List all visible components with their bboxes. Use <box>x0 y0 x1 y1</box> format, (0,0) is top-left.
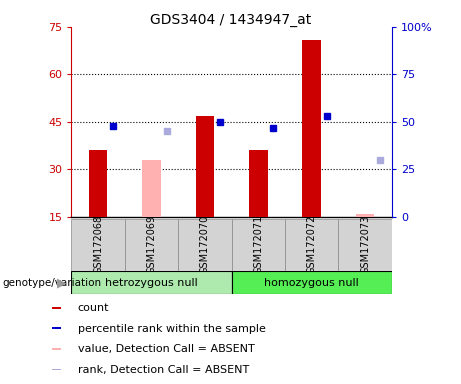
Bar <box>285 219 338 271</box>
Bar <box>356 214 374 217</box>
Text: ▶: ▶ <box>58 276 67 289</box>
Bar <box>231 271 392 294</box>
Bar <box>71 271 231 294</box>
Bar <box>71 219 125 271</box>
Text: rank, Detection Call = ABSENT: rank, Detection Call = ABSENT <box>77 365 249 375</box>
Text: GSM172072: GSM172072 <box>307 215 317 275</box>
Bar <box>52 307 61 308</box>
Text: GSM172071: GSM172071 <box>254 215 263 275</box>
Text: GSM172068: GSM172068 <box>93 215 103 274</box>
Bar <box>142 160 161 217</box>
Bar <box>249 151 268 217</box>
Text: GDS3404 / 1434947_at: GDS3404 / 1434947_at <box>150 13 311 27</box>
Bar <box>195 116 214 217</box>
Text: genotype/variation: genotype/variation <box>2 278 101 288</box>
Text: GSM172069: GSM172069 <box>147 215 157 274</box>
Bar <box>125 219 178 271</box>
Bar <box>338 219 392 271</box>
Bar <box>231 219 285 271</box>
Bar <box>52 328 61 329</box>
Text: percentile rank within the sample: percentile rank within the sample <box>77 324 266 334</box>
Text: hetrozygous null: hetrozygous null <box>105 278 198 288</box>
Text: value, Detection Call = ABSENT: value, Detection Call = ABSENT <box>77 344 254 354</box>
Bar <box>52 348 61 350</box>
Bar <box>178 219 231 271</box>
Bar <box>52 369 61 371</box>
Bar <box>89 151 107 217</box>
Text: count: count <box>77 303 109 313</box>
Bar <box>302 40 321 217</box>
Text: homozygous null: homozygous null <box>264 278 359 288</box>
Text: GSM172070: GSM172070 <box>200 215 210 275</box>
Text: GSM172073: GSM172073 <box>360 215 370 275</box>
